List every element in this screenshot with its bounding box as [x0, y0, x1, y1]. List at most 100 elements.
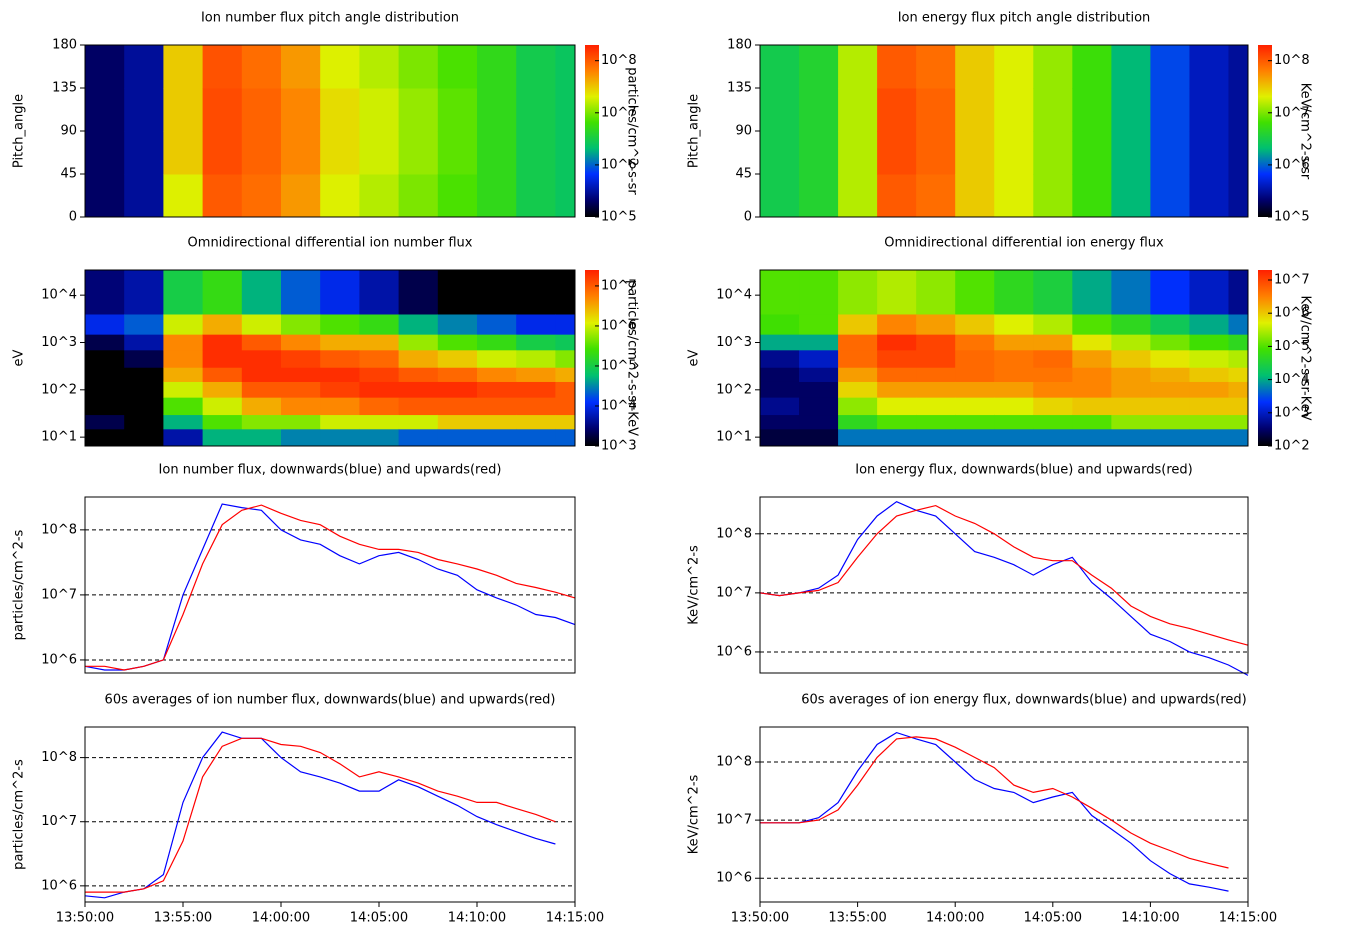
heatmap-cell	[1189, 174, 1229, 218]
y-tick-label: 10^6	[716, 871, 752, 886]
heatmap-cell	[1072, 334, 1112, 351]
colorbar	[585, 45, 599, 217]
heatmap-cell	[555, 334, 576, 351]
heatmap-cell	[320, 131, 360, 175]
heatmap-cell	[877, 414, 917, 430]
heatmap-cell	[555, 428, 576, 447]
heatmap-cell	[124, 367, 164, 382]
heatmap-cell	[1111, 334, 1151, 351]
heatmap-cell	[398, 131, 439, 175]
chart-title: Ion energy flux, downwards(blue) and upw…	[855, 463, 1192, 478]
heatmap-cell	[516, 131, 556, 175]
y-tick-label: 10^2	[41, 382, 77, 397]
heatmap-cell	[799, 367, 839, 382]
y-tick-label: 10^8	[716, 754, 752, 769]
heatmap-cell	[760, 174, 800, 218]
heatmap-cell	[1150, 397, 1190, 416]
heatmap-cell	[163, 414, 204, 430]
heatmap-cell	[1111, 313, 1151, 335]
chart-title: Ion energy flux pitch angle distribution	[898, 11, 1151, 26]
heatmap-cell	[281, 349, 321, 368]
heatmap-cell	[994, 313, 1034, 335]
heatmap-cell	[1072, 174, 1112, 218]
heatmap-cell	[85, 428, 125, 447]
heatmap-cell	[163, 270, 204, 315]
heatmap-cell	[838, 45, 878, 89]
heatmap-cell	[124, 88, 164, 132]
y-tick-label: 10^4	[41, 288, 77, 303]
heatmap-cell	[281, 381, 321, 398]
y-tick-label: 10^6	[41, 878, 77, 893]
series-line	[760, 736, 1229, 869]
colorbar-tick-label: 10^5	[1274, 339, 1310, 354]
heatmap-cell	[163, 381, 204, 398]
heatmap-cell	[1189, 88, 1229, 132]
heatmap-cell	[281, 88, 321, 132]
heatmap-cell	[320, 381, 360, 398]
heatmap-cell	[359, 270, 400, 315]
heatmap-cell	[916, 349, 956, 368]
heatmap-cell	[760, 270, 800, 315]
heatmap-cell	[877, 367, 917, 382]
x-tick-label: 13:50:00	[731, 911, 789, 926]
heatmap-cell	[916, 428, 956, 447]
heatmap-cell	[124, 414, 164, 430]
colorbar-tick-label: 10^8	[601, 53, 637, 68]
heatmap-cell	[124, 349, 164, 368]
heatmap-cell	[359, 334, 400, 351]
heatmap-cell	[124, 313, 164, 335]
heatmap-cell	[477, 428, 517, 447]
heatmap-cell	[281, 131, 321, 175]
heatmap-cell	[555, 397, 576, 416]
heatmap-cell	[202, 381, 243, 398]
y-axis-label: particles/cm^2-s	[12, 759, 27, 870]
y-tick-label: 90	[735, 124, 752, 139]
heatmap-cell	[555, 174, 576, 218]
heatmap-cell	[163, 313, 204, 335]
x-tick-label: 14:15:00	[1219, 911, 1277, 926]
heatmap-cell	[241, 414, 282, 430]
heatmap-cell	[1150, 334, 1190, 351]
y-tick-label: 10^3	[716, 335, 752, 350]
heatmap-cell	[437, 270, 478, 315]
heatmap-cell	[760, 131, 800, 175]
series-line	[759, 504, 1249, 646]
y-tick-label: 10^4	[716, 288, 752, 303]
heatmap-cell	[241, 428, 282, 447]
heatmap-cell	[955, 367, 995, 382]
heatmap-cell	[1072, 313, 1112, 335]
heatmap-cell	[1150, 88, 1190, 132]
y-axis-label: eV	[687, 349, 702, 366]
heatmap-cell	[1189, 334, 1229, 351]
chart-title: Ion number flux, downwards(blue) and upw…	[159, 463, 502, 478]
heatmap-cell	[555, 414, 576, 430]
heatmap-cell	[1150, 174, 1190, 218]
heatmap-cell	[241, 131, 282, 175]
y-tick-label: 10^7	[716, 585, 752, 600]
heatmap-cell	[398, 313, 439, 335]
heatmap-cell	[398, 270, 439, 315]
heatmap-cell	[994, 174, 1034, 218]
heatmap-cell	[85, 88, 125, 132]
series-line	[84, 731, 556, 899]
heatmap-cell	[85, 397, 125, 416]
heatmap-cell	[1072, 381, 1112, 398]
heatmap-cell	[398, 367, 439, 382]
heatmap-cell	[359, 414, 400, 430]
colorbar-tick-label: 10^7	[601, 105, 637, 120]
heatmap-cell	[1072, 428, 1112, 447]
heatmap-cell	[916, 270, 956, 315]
heatmap-cell	[1111, 367, 1151, 382]
heatmap-cell	[1033, 270, 1073, 315]
heatmap-cell	[1228, 428, 1249, 447]
plot-frame	[759, 44, 1249, 218]
plot-frame	[84, 44, 576, 218]
y-tick-label: 10^7	[41, 814, 77, 829]
heatmap-cell	[281, 174, 321, 218]
heatmap-cell	[799, 313, 839, 335]
heatmap-cell	[799, 270, 839, 315]
chart-title: Ion number flux pitch angle distribution	[201, 11, 459, 26]
heatmap-cell	[437, 174, 478, 218]
heatmap-cell	[398, 428, 439, 447]
heatmap-cell	[877, 397, 917, 416]
